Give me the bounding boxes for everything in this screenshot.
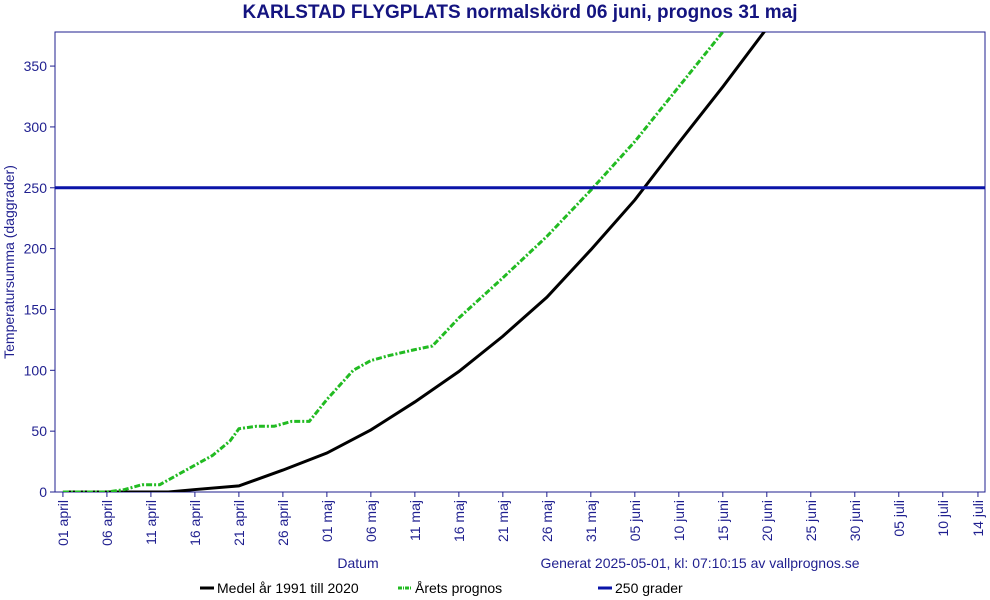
x-tick-label: 11 maj bbox=[407, 500, 423, 541]
y-tick-label: 250 bbox=[24, 180, 48, 196]
y-tick-label: 200 bbox=[24, 241, 48, 257]
x-tick-label: 06 april bbox=[99, 500, 115, 546]
x-tick-label: 26 maj bbox=[539, 500, 555, 542]
legend-label: 250 grader bbox=[615, 580, 683, 596]
x-tick-label: 30 juni bbox=[847, 500, 863, 541]
x-tick-label: 31 maj bbox=[583, 500, 599, 542]
y-tick-label: 0 bbox=[39, 484, 47, 500]
plot-frame bbox=[54, 31, 986, 493]
x-tick-label: 16 maj bbox=[451, 500, 467, 542]
x-tick-label: 05 juni bbox=[627, 500, 643, 541]
x-tick-label: 21 april bbox=[231, 500, 247, 546]
x-tick-label: 01 april bbox=[55, 500, 71, 546]
y-tick-label: 150 bbox=[24, 301, 48, 317]
y-tick-label: 50 bbox=[31, 423, 47, 439]
x-tick-label: 21 maj bbox=[495, 500, 511, 542]
x-tick-label: 01 maj bbox=[319, 500, 335, 542]
chart-title: KARLSTAD FLYGPLATS normalskörd 06 juni, … bbox=[243, 2, 798, 23]
y-tick-label: 300 bbox=[24, 119, 48, 135]
series-line bbox=[62, 32, 725, 492]
x-axis-label: Datum bbox=[337, 555, 378, 571]
y-axis-label: Temperatursumma (daggrader) bbox=[1, 165, 17, 359]
x-tick-label: 14 juli bbox=[970, 500, 986, 537]
x-tick-label: 16 april bbox=[187, 500, 203, 546]
legend-label: Medel år 1991 till 2020 bbox=[217, 580, 359, 596]
y-tick-label: 350 bbox=[24, 58, 48, 74]
x-tick-label: 15 juni bbox=[715, 500, 731, 541]
x-tick-label: 10 juni bbox=[671, 500, 687, 541]
legend-label: Årets prognos bbox=[415, 580, 502, 596]
series-line bbox=[62, 32, 766, 492]
x-tick-label: 11 april bbox=[143, 500, 159, 545]
plot-lines bbox=[55, 32, 985, 492]
x-tick-label: 10 juli bbox=[935, 500, 951, 537]
note: Generat 2025-05-01, kl: 07:10:15 av vall… bbox=[540, 555, 859, 571]
x-tick-label: 06 maj bbox=[363, 500, 379, 542]
x-tick-label: 05 juli bbox=[891, 500, 907, 537]
x-tick-label: 25 juni bbox=[803, 500, 819, 541]
y-tick-label: 100 bbox=[24, 362, 48, 378]
x-tick-label: 26 april bbox=[275, 500, 291, 546]
x-tick-label: 20 juni bbox=[759, 500, 775, 541]
